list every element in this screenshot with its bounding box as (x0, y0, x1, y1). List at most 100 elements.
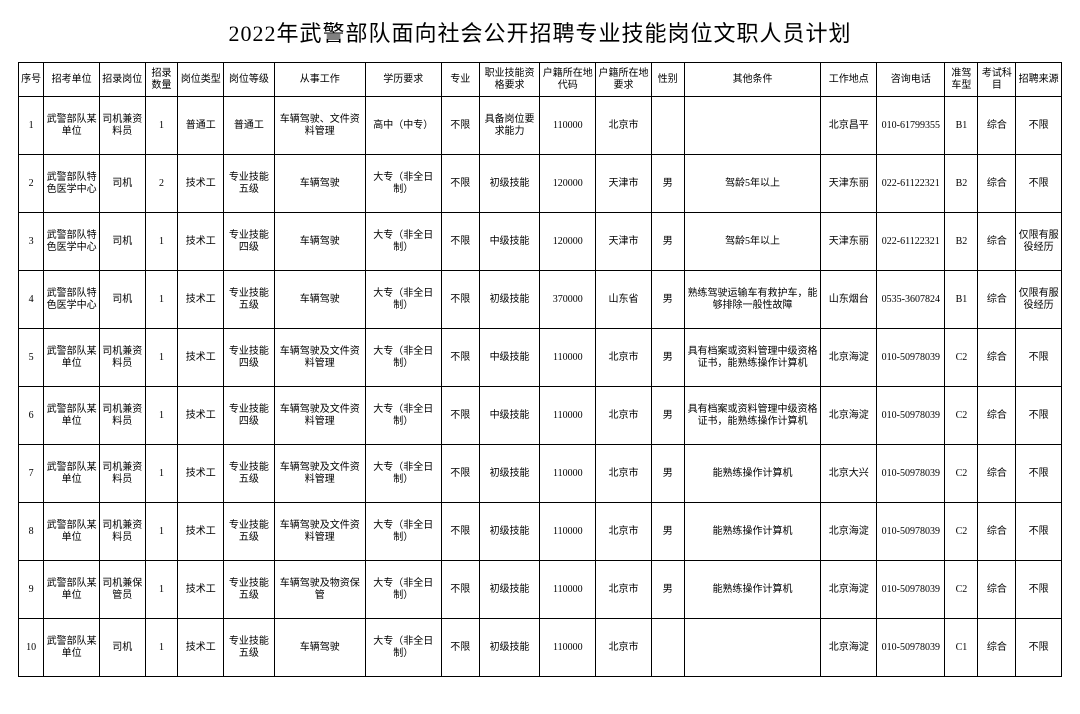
table-cell: 2 (19, 155, 44, 213)
table-cell: 武警部队某单位 (44, 619, 100, 677)
table-cell: 司机 (100, 213, 146, 271)
table-cell: 1 (145, 329, 178, 387)
table-cell: 不限 (441, 445, 479, 503)
table-cell: 天津市 (596, 155, 652, 213)
table-cell: 010-50978039 (877, 387, 945, 445)
table-cell: 5 (19, 329, 44, 387)
table-cell: 车辆驾驶及文件资料管理 (274, 503, 365, 561)
table-cell: 北京市 (596, 561, 652, 619)
table-cell: 车辆驾驶及物资保管 (274, 561, 365, 619)
table-cell: 6 (19, 387, 44, 445)
column-header: 户籍所在地要求 (596, 63, 652, 97)
table-row: 1武警部队某单位司机兼资料员1普通工普通工车辆驾驶、文件资料管理高中（中专）不限… (19, 97, 1062, 155)
column-header: 咨询电话 (877, 63, 945, 97)
column-header: 准驾车型 (945, 63, 978, 97)
column-header: 性别 (651, 63, 684, 97)
table-cell: 110000 (540, 561, 596, 619)
table-cell: 综合 (978, 503, 1016, 561)
table-cell: 武警部队特色医学中心 (44, 213, 100, 271)
table-cell: 120000 (540, 213, 596, 271)
table-cell: C2 (945, 503, 978, 561)
table-cell: 综合 (978, 97, 1016, 155)
table-cell: 综合 (978, 213, 1016, 271)
column-header: 学历要求 (365, 63, 441, 97)
table-cell: 3 (19, 213, 44, 271)
table-cell: 8 (19, 503, 44, 561)
table-cell: 不限 (1016, 445, 1062, 503)
column-header: 招录岗位 (100, 63, 146, 97)
column-header: 岗位等级 (224, 63, 275, 97)
table-cell: 010-50978039 (877, 445, 945, 503)
page-title: 2022年武警部队面向社会公开招聘专业技能岗位文职人员计划 (18, 16, 1062, 48)
table-cell: 男 (651, 155, 684, 213)
table-cell: 山东烟台 (821, 271, 877, 329)
table-cell: 1 (145, 97, 178, 155)
table-row: 6武警部队某单位司机兼资料员1技术工专业技能四级车辆驾驶及文件资料管理大专（非全… (19, 387, 1062, 445)
table-cell: 1 (145, 387, 178, 445)
table-cell: 武警部队特色医学中心 (44, 155, 100, 213)
table-cell: 110000 (540, 329, 596, 387)
table-cell: 不限 (441, 329, 479, 387)
table-cell: 大专（非全日制） (365, 387, 441, 445)
table-cell: C2 (945, 329, 978, 387)
table-cell: 010-50978039 (877, 561, 945, 619)
table-cell: 武警部队某单位 (44, 387, 100, 445)
table-cell: 山东省 (596, 271, 652, 329)
table-cell: 车辆驾驶 (274, 213, 365, 271)
table-cell: 天津东丽 (821, 155, 877, 213)
table-cell: 男 (651, 329, 684, 387)
table-cell: 不限 (441, 271, 479, 329)
table-cell: 技术工 (178, 329, 224, 387)
table-cell: 110000 (540, 445, 596, 503)
table-cell: 中级技能 (479, 329, 540, 387)
table-cell: 司机兼资料员 (100, 387, 146, 445)
table-cell: 能熟练操作计算机 (684, 445, 821, 503)
table-cell: 110000 (540, 619, 596, 677)
table-cell: 技术工 (178, 503, 224, 561)
table-cell: 初级技能 (479, 619, 540, 677)
table-cell: 0535-3607824 (877, 271, 945, 329)
table-cell: 仅限有服役经历 (1016, 271, 1062, 329)
table-cell: 技术工 (178, 561, 224, 619)
table-cell: 大专（非全日制） (365, 445, 441, 503)
table-cell: 天津市 (596, 213, 652, 271)
table-cell: 综合 (978, 387, 1016, 445)
table-cell: 北京海淀 (821, 387, 877, 445)
table-cell: 初级技能 (479, 503, 540, 561)
table-cell: 022-61122321 (877, 155, 945, 213)
table-cell: 高中（中专） (365, 97, 441, 155)
table-cell: 专业技能五级 (224, 561, 275, 619)
table-cell: 1 (145, 503, 178, 561)
table-cell: B2 (945, 213, 978, 271)
table-cell: 司机 (100, 619, 146, 677)
table-cell: 北京海淀 (821, 619, 877, 677)
table-cell: C2 (945, 445, 978, 503)
table-cell: 大专（非全日制） (365, 561, 441, 619)
table-cell: 能熟练操作计算机 (684, 561, 821, 619)
column-header: 专业 (441, 63, 479, 97)
table-row: 7武警部队某单位司机兼资料员1技术工专业技能五级车辆驾驶及文件资料管理大专（非全… (19, 445, 1062, 503)
table-cell: 专业技能五级 (224, 445, 275, 503)
table-cell: 司机 (100, 271, 146, 329)
table-row: 9武警部队某单位司机兼保管员1技术工专业技能五级车辆驾驶及物资保管大专（非全日制… (19, 561, 1062, 619)
table-cell: 综合 (978, 155, 1016, 213)
table-cell: 武警部队某单位 (44, 503, 100, 561)
table-cell: 技术工 (178, 445, 224, 503)
table-cell: 天津东丽 (821, 213, 877, 271)
table-cell: 专业技能五级 (224, 503, 275, 561)
table-cell: 车辆驾驶 (274, 155, 365, 213)
table-cell: 370000 (540, 271, 596, 329)
table-cell: 9 (19, 561, 44, 619)
table-cell: 1 (19, 97, 44, 155)
table-cell: 不限 (441, 97, 479, 155)
column-header: 其他条件 (684, 63, 821, 97)
table-cell: 具有档案或资料管理中级资格证书，能熟练操作计算机 (684, 329, 821, 387)
table-cell: 综合 (978, 619, 1016, 677)
table-cell: 综合 (978, 561, 1016, 619)
table-cell: 综合 (978, 271, 1016, 329)
table-cell: 初级技能 (479, 155, 540, 213)
table-cell: 技术工 (178, 155, 224, 213)
table-cell: 不限 (1016, 97, 1062, 155)
table-cell: 北京市 (596, 387, 652, 445)
table-cell: 初级技能 (479, 271, 540, 329)
